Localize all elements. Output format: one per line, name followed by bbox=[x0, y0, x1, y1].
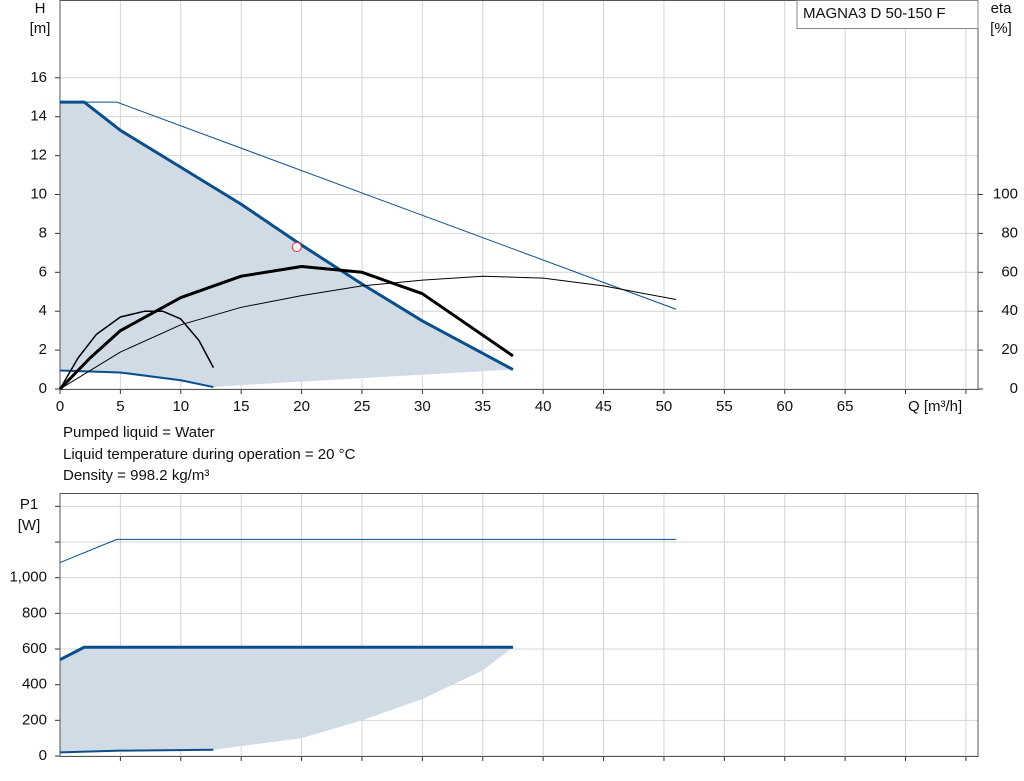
curve bbox=[59, 310, 215, 390]
x-tick-label: 55 bbox=[716, 398, 733, 415]
y-tick-label: 16 bbox=[30, 69, 47, 86]
y-axis-unit: [m] bbox=[30, 20, 51, 37]
curve bbox=[59, 369, 214, 389]
curve bbox=[59, 748, 214, 754]
x-tick-label: 5 bbox=[116, 398, 124, 415]
x-tick-label: 25 bbox=[354, 398, 371, 415]
y2-tick-label: 0 bbox=[1010, 380, 1018, 397]
curve bbox=[60, 100, 514, 371]
y-tick-label: 0 bbox=[39, 747, 47, 764]
plot-border bbox=[59, 0, 979, 390]
plot-border bbox=[59, 493, 979, 757]
curve bbox=[59, 538, 677, 564]
x-tick-label: 10 bbox=[172, 398, 189, 415]
note: Density = 998.2 kg/m³ bbox=[63, 467, 209, 484]
x-tick-label: 20 bbox=[293, 398, 310, 415]
y-tick-label: 200 bbox=[22, 711, 47, 728]
y-tick-label: 4 bbox=[39, 302, 47, 319]
y-tick-label: 8 bbox=[39, 224, 47, 241]
y-tick-label: 600 bbox=[22, 640, 47, 657]
y-tick-label: 0 bbox=[39, 380, 47, 397]
y-tick-label: 1,000 bbox=[9, 569, 47, 586]
note: Liquid temperature during operation = 20… bbox=[63, 446, 356, 463]
x-tick-label: 65 bbox=[837, 398, 854, 415]
plot bbox=[60, 647, 513, 753]
y-axis-unit: [W] bbox=[18, 517, 41, 534]
y-tick-label: 10 bbox=[30, 185, 47, 202]
x-tick-label: 0 bbox=[56, 398, 64, 415]
curve bbox=[58, 264, 514, 391]
x-tick-label: 30 bbox=[414, 398, 431, 415]
y-tick-label: 2 bbox=[39, 341, 47, 358]
curve bbox=[59, 275, 677, 390]
x-tick-label: 15 bbox=[233, 398, 250, 415]
y2-tick-label: 80 bbox=[1001, 224, 1018, 241]
legend-box bbox=[796, 0, 979, 29]
x-tick-label: 40 bbox=[535, 398, 552, 415]
x-tick-label: 60 bbox=[776, 398, 793, 415]
area bbox=[60, 102, 513, 388]
duty-point bbox=[291, 242, 302, 253]
plot bbox=[60, 102, 513, 388]
y-axis-label: H bbox=[35, 0, 46, 17]
x-tick-label: 35 bbox=[474, 398, 491, 415]
y2-tick-label: 40 bbox=[1001, 302, 1018, 319]
y2-tick-label: 60 bbox=[1001, 263, 1018, 280]
y-tick-label: 800 bbox=[22, 604, 47, 621]
grid bbox=[59, 0, 978, 390]
curve bbox=[59, 645, 513, 662]
y-tick-label: 6 bbox=[39, 263, 47, 280]
y2-axis-unit: [%] bbox=[990, 20, 1012, 37]
y2-tick-label: 20 bbox=[1001, 341, 1018, 358]
y-tick-label: 14 bbox=[30, 108, 47, 125]
area bbox=[60, 647, 513, 753]
x-tick-label: 45 bbox=[595, 398, 612, 415]
y-tick-label: 12 bbox=[30, 147, 47, 164]
note: Pumped liquid = Water bbox=[63, 424, 215, 441]
y-axis-label: P1 bbox=[20, 496, 38, 513]
y2-axis-label: eta bbox=[991, 0, 1013, 17]
x-axis-label: Q [m³/h] bbox=[908, 398, 962, 415]
x-tick-label: 50 bbox=[656, 398, 673, 415]
legend-label: MAGNA3 D 50-150 F bbox=[803, 5, 946, 22]
y2-tick-label: 100 bbox=[993, 185, 1018, 202]
y-tick-label: 400 bbox=[22, 676, 47, 693]
